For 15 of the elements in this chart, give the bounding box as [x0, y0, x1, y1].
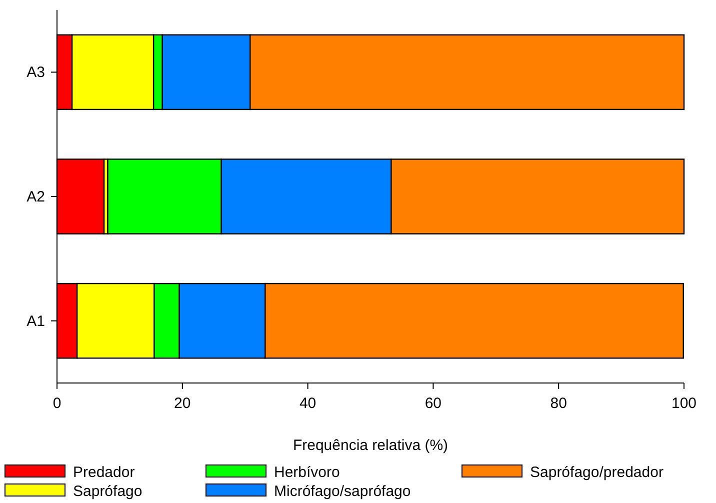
x-tick-label: 20	[174, 395, 191, 412]
legend-label: Micrófago/saprófago	[274, 483, 411, 500]
y-tick-label: A3	[26, 64, 45, 82]
x-tick-label: 0	[52, 395, 62, 412]
x-axis-title: Frequência relativa (%)	[292, 437, 448, 454]
legend-label: Predador	[73, 464, 135, 481]
x-tick-label: 60	[424, 395, 442, 412]
x-tick-label: 100	[671, 395, 697, 412]
legend-label: Saprófago	[73, 483, 142, 500]
x-tick-label: 80	[550, 395, 567, 412]
legend-label: Saprófago/predador	[530, 464, 664, 481]
x-tick-label: 40	[299, 395, 316, 412]
legend-label: Herbívoro	[274, 464, 340, 481]
y-tick-label: A1	[26, 312, 45, 330]
y-tick-label: A2	[26, 188, 45, 206]
